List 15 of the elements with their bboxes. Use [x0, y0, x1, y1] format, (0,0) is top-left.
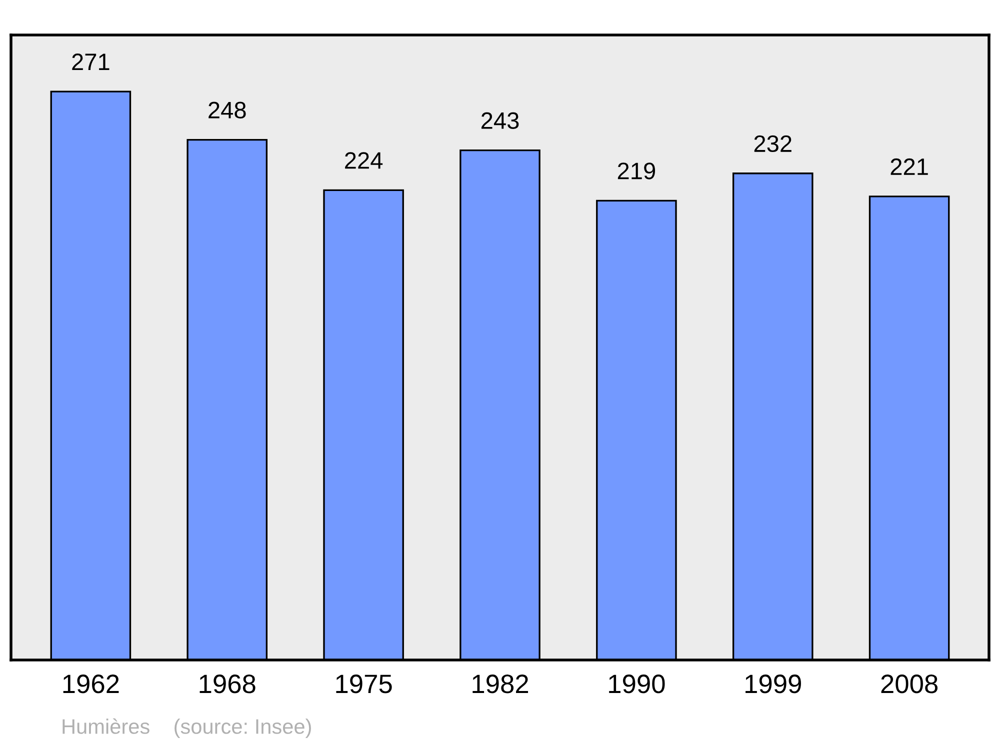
x-tick-label: 1968 [200, 674, 256, 694]
x-tick-label: 1962 [63, 674, 119, 694]
data-label: 224 [345, 152, 383, 169]
x-tick-label: 1982 [472, 674, 528, 694]
x-tick-label: 1990 [609, 674, 665, 694]
text: Humières (source: Insee) [62, 718, 311, 738]
data-label: 232 [754, 135, 792, 152]
data-label: 243 [481, 112, 519, 129]
x-tick-label: 1975 [336, 674, 392, 694]
x-tick-label: 1999 [746, 674, 801, 694]
data-label: 219 [618, 162, 656, 180]
data-label: 248 [208, 102, 246, 118]
data-label: 221 [890, 158, 928, 175]
x-tick-label: 2008 [881, 674, 938, 694]
data-label: 271 [72, 54, 110, 70]
